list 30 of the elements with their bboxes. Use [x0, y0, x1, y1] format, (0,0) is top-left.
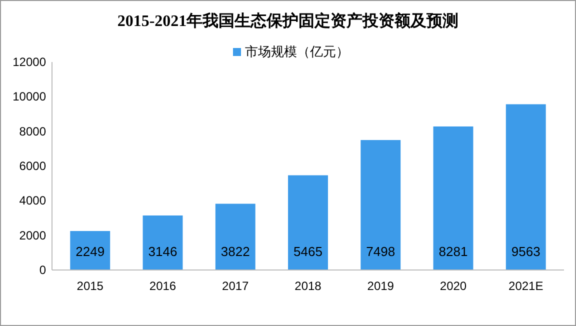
y-tick-label: 0	[39, 263, 46, 277]
y-tick-label: 10000	[12, 90, 46, 104]
bar	[70, 231, 110, 270]
x-tick-label: 2016	[149, 279, 176, 293]
data-label: 3822	[220, 244, 250, 259]
y-tick-label: 4000	[19, 194, 46, 208]
bar	[360, 140, 401, 270]
x-tick-label: 2015	[76, 279, 104, 293]
x-tick-label: 2018	[294, 279, 322, 293]
y-tick-label: 8000	[19, 124, 46, 138]
bar	[506, 104, 546, 270]
x-tick-label: 2020	[440, 279, 467, 293]
data-label: 2249	[76, 244, 105, 259]
y-tick-label: 12000	[12, 55, 46, 69]
chart-title: 2015-2021年我国生态保护固定资产投资额及预测	[117, 12, 459, 30]
data-label: 7498	[366, 244, 396, 259]
x-tick-label: 2021E	[508, 279, 544, 293]
data-label: 9563	[511, 244, 540, 259]
bar	[142, 215, 183, 270]
bar	[433, 126, 474, 270]
data-label: 8281	[438, 244, 468, 259]
y-tick-label: 2000	[19, 228, 46, 242]
bar	[288, 175, 328, 270]
legend-label: 市场规模（亿元）	[245, 44, 349, 59]
data-label: 3146	[148, 244, 178, 259]
x-tick-label: 2019	[367, 279, 394, 293]
y-tick-label: 6000	[19, 159, 46, 173]
bar	[215, 204, 256, 270]
x-tick-label: 2017	[222, 279, 250, 293]
data-label: 5465	[294, 244, 322, 259]
